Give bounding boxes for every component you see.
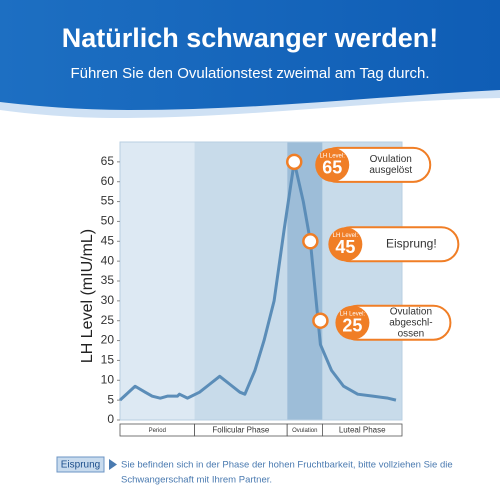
callout-marker [312, 312, 329, 329]
callout-marker [285, 153, 303, 171]
callout-label: LH Level: [333, 233, 359, 239]
callout-value: 45 [335, 237, 355, 257]
title: Natürlich schwanger werden! [62, 23, 439, 53]
y-tick-label: 55 [101, 194, 115, 208]
callout-text: ausgelöst [369, 165, 412, 176]
y-tick-label: 25 [101, 313, 115, 327]
phase-label: Luteal Phase [339, 426, 386, 435]
phase-label: Ovulation [292, 428, 317, 434]
callout-marker [302, 233, 319, 250]
callout-label: LH Level: [320, 153, 346, 159]
phase-band [194, 142, 288, 420]
y-tick-label: 60 [101, 174, 115, 188]
y-tick-label: 20 [101, 333, 115, 347]
callout-text: Eisprung! [386, 236, 437, 250]
callout-badge [315, 147, 350, 182]
phase-label: Period [149, 428, 166, 434]
lh-line [118, 160, 397, 402]
footer-label: Eisprung [61, 460, 100, 471]
footer-tag [56, 456, 105, 473]
y-tick-label: 15 [101, 353, 115, 367]
callout-text: Ovulation [370, 154, 412, 165]
y-tick-label: 35 [101, 273, 115, 287]
phase-label-box [322, 423, 403, 437]
callout-label: LH Level: [340, 311, 366, 317]
phase-label: Follicular Phase [212, 426, 269, 435]
callout-badge [328, 227, 363, 262]
callout-text: Ovulation [390, 306, 432, 317]
phase-band [120, 142, 195, 420]
y-tick-label: 0 [107, 412, 114, 426]
phase-band [322, 142, 402, 420]
y-tick-label: 5 [107, 392, 114, 406]
y-axis-label: LH Level (mIU/mL) [79, 229, 96, 363]
footer-text: Sie befinden sich in der Phase der hohen… [121, 460, 453, 471]
callout-value: 65 [322, 158, 342, 178]
callout-text: abgeschl- [389, 317, 432, 328]
y-tick-label: 45 [101, 233, 115, 247]
y-tick-label: 65 [101, 154, 115, 168]
footer-arrow [109, 459, 117, 470]
y-tick-label: 10 [101, 372, 115, 386]
callout-text: ossen [398, 328, 425, 339]
y-tick-label: 50 [101, 214, 115, 228]
callout-badge [335, 305, 370, 340]
y-tick-label: 30 [101, 293, 115, 307]
callout-value: 25 [342, 315, 362, 335]
footer-text: Schwangerschaft mit Ihrem Partner. [121, 475, 272, 486]
y-tick-label: 40 [101, 253, 115, 267]
header-bg [0, 0, 500, 110]
subtitle: Führen Sie den Ovulationstest zweimal am… [70, 65, 429, 82]
phase-band [287, 142, 323, 420]
